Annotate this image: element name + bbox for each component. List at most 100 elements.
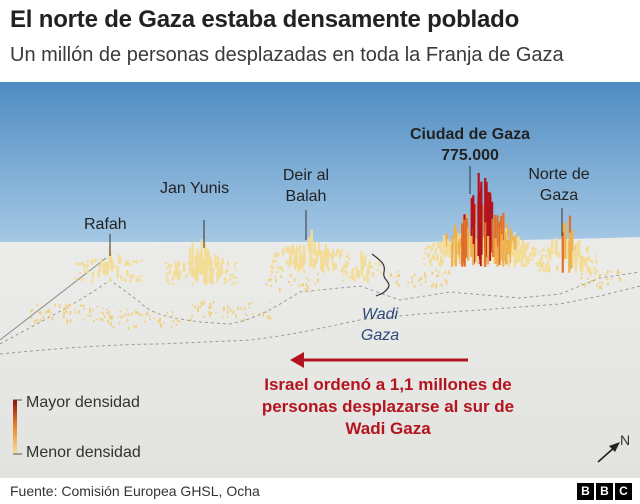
legend-low-label: Menor densidad <box>26 444 141 461</box>
density-spike <box>277 253 280 256</box>
density-spike <box>197 259 201 273</box>
density-dot <box>209 305 212 310</box>
density-spike <box>537 251 541 254</box>
density-dot <box>126 309 128 311</box>
label-ciudad-de-gaza: Ciudad de Gaza 775.000 <box>409 126 531 164</box>
density-dot <box>89 314 92 318</box>
density-spike <box>588 266 591 271</box>
density-spike <box>313 241 316 256</box>
density-spike <box>132 274 135 278</box>
density-dot <box>262 313 265 317</box>
density-spike <box>498 221 501 265</box>
density-spike <box>380 271 383 274</box>
density-spike <box>79 272 82 275</box>
density-spike <box>360 267 363 276</box>
density-spike <box>522 263 525 267</box>
density-dot <box>73 308 76 311</box>
density-dot <box>290 284 292 286</box>
density-dot <box>590 280 592 282</box>
density-spike <box>364 255 367 267</box>
label-wadi-gaza: Wadi Gaza <box>360 306 400 344</box>
density-spike <box>541 254 544 258</box>
density-spike <box>521 243 524 253</box>
bbc-logo-letter: B <box>596 483 613 500</box>
density-dot <box>79 304 82 307</box>
density-dot <box>299 285 302 287</box>
density-spike <box>124 278 127 283</box>
density-dot <box>91 309 94 312</box>
density-dot <box>111 315 113 320</box>
density-dot <box>109 316 112 320</box>
density-dot <box>606 278 608 280</box>
density-spike <box>427 253 430 255</box>
density-spike <box>302 269 306 274</box>
density-spike <box>109 253 112 268</box>
density-spike <box>137 275 140 278</box>
density-spike <box>211 272 214 284</box>
density-dot <box>48 315 51 317</box>
density-spike <box>75 278 78 281</box>
density-spike <box>166 266 169 269</box>
density-dot <box>607 282 609 286</box>
density-spike <box>100 258 103 268</box>
density-spikes <box>30 173 622 330</box>
density-dot <box>445 270 447 273</box>
density-spike <box>536 263 539 266</box>
density-spike <box>125 270 129 274</box>
density-spike <box>287 263 290 268</box>
density-spike <box>569 237 573 269</box>
density-dot <box>96 306 98 308</box>
density-dot <box>69 319 72 323</box>
density-spike <box>205 274 208 286</box>
density-spike <box>75 262 78 265</box>
density-spike <box>139 279 142 282</box>
density-dot <box>66 320 69 325</box>
density-dot <box>100 317 102 321</box>
density-spike <box>105 262 108 276</box>
density-dot <box>209 303 212 306</box>
density-dot <box>411 276 413 280</box>
density-dot <box>598 286 601 290</box>
density-dot <box>600 285 603 290</box>
density-dot <box>139 313 141 316</box>
density-spike <box>165 279 169 282</box>
density-spike <box>507 254 510 267</box>
density-spike <box>136 261 139 264</box>
label-jan-yunis: Jan Yunis <box>160 180 230 197</box>
density-spike <box>212 267 215 275</box>
density-dot <box>616 271 619 275</box>
density-spike <box>587 255 590 261</box>
density-dot <box>47 310 49 314</box>
density-spike <box>518 248 521 258</box>
density-spike <box>479 205 483 267</box>
density-spike <box>276 270 279 274</box>
density-dot <box>317 273 319 275</box>
density-spike <box>223 281 226 284</box>
density-dot <box>172 310 174 314</box>
density-dot <box>237 307 239 311</box>
density-spike <box>345 265 348 268</box>
density-spike <box>538 263 541 266</box>
density-dot <box>604 273 607 276</box>
compass-north-label: N <box>620 432 631 448</box>
density-spike <box>432 243 435 247</box>
density-spike <box>444 240 447 246</box>
density-dot <box>395 282 398 284</box>
density-spike <box>521 249 524 260</box>
density-spike <box>506 223 509 247</box>
density-spike <box>203 266 206 284</box>
density-spike <box>193 275 196 279</box>
density-spike <box>168 271 171 274</box>
density-spike <box>111 259 114 272</box>
density-spike <box>488 209 491 261</box>
density-spike <box>367 270 370 274</box>
density-spike <box>543 270 546 273</box>
density-spike <box>424 252 427 255</box>
density-dot <box>78 310 80 314</box>
density-spike <box>532 249 535 253</box>
density-spike <box>298 258 301 270</box>
density-dot <box>146 311 149 315</box>
density-spike <box>584 257 588 267</box>
density-spike <box>135 279 138 282</box>
density-spike <box>541 265 544 269</box>
